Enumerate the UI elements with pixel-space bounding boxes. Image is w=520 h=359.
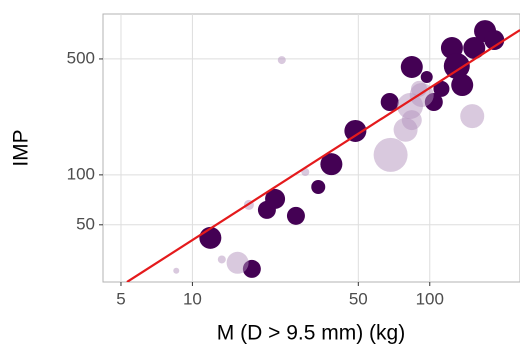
y-axis-title: IMP <box>10 129 33 166</box>
grid <box>103 14 520 282</box>
y-tick-label: 50 <box>76 214 95 233</box>
point <box>400 56 423 79</box>
y-tick-label: 500 <box>67 48 95 67</box>
point <box>217 255 226 264</box>
point <box>265 188 286 209</box>
point <box>463 36 486 59</box>
x-tick-label: 5 <box>116 289 125 308</box>
point <box>286 206 305 225</box>
point <box>484 30 505 51</box>
point <box>420 71 433 84</box>
x-tick-label: 50 <box>349 289 368 308</box>
point <box>277 56 286 65</box>
x-tick-label: 10 <box>183 289 202 308</box>
point <box>380 92 399 111</box>
point <box>199 226 222 249</box>
trend-line <box>126 29 520 282</box>
point <box>173 267 180 274</box>
point <box>443 53 470 80</box>
point <box>460 104 485 129</box>
point <box>226 251 249 274</box>
point <box>320 153 343 176</box>
plot-area <box>126 20 520 282</box>
point <box>373 137 408 172</box>
point <box>344 119 367 142</box>
point <box>433 80 450 97</box>
y-tick-label: 100 <box>67 164 95 183</box>
x-tick-label: 100 <box>416 289 444 308</box>
point <box>311 180 326 195</box>
x-axis-title: M (D > 9.5 mm) (kg) <box>217 322 405 345</box>
point <box>451 74 474 97</box>
